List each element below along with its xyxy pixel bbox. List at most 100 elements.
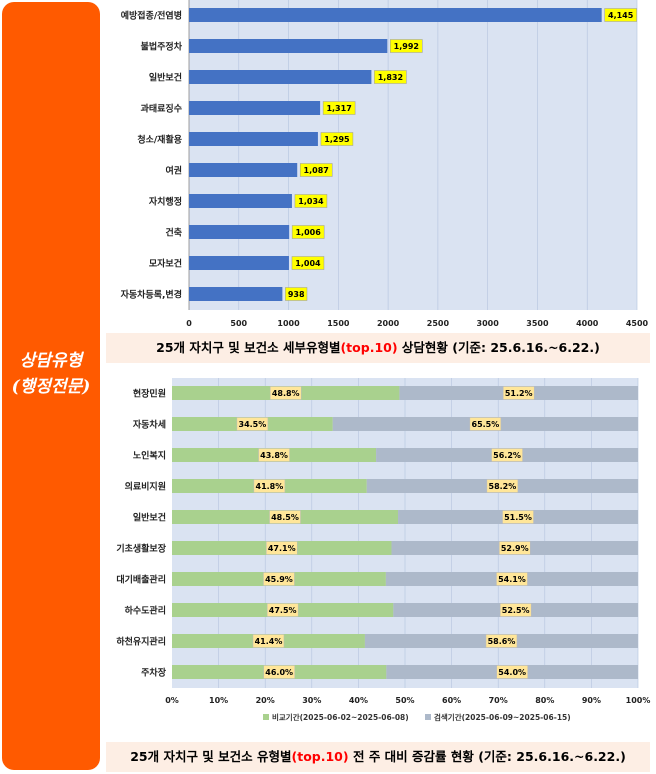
sidebar-title: 상담유형 (행정전문)	[2, 348, 100, 400]
chart2-value-label-box	[469, 417, 502, 431]
chart1-x-tick: 1500	[327, 319, 350, 328]
chart1-value-label-box	[291, 225, 325, 239]
chart1-category-label: 모자보건	[149, 258, 182, 270]
chart2-value-label-box	[496, 665, 528, 679]
chart2-value-label-box	[498, 541, 531, 555]
chart1-category-label: 여권	[165, 165, 182, 177]
chart2-x-tick: 50%	[395, 696, 414, 705]
chart2-value-label-box	[269, 510, 301, 524]
chart2-x-tick: 20%	[256, 696, 275, 705]
chart2-x-tick: 10%	[209, 696, 228, 705]
chart1-category-label: 자동차등록,변경	[121, 289, 182, 301]
chart2-x-tick: 30%	[302, 696, 321, 705]
chart1-bar	[189, 256, 289, 270]
chart2-value-label: 48.8%	[272, 389, 300, 398]
chart2-x-tick: 60%	[442, 696, 461, 705]
chart1-value-label: 1,006	[295, 228, 321, 237]
chart2-category-label: 주차장	[141, 667, 167, 679]
chart2-value-label-box	[263, 572, 295, 586]
chart1-x-tick: 4500	[626, 319, 649, 328]
chart2-category-label: 하수도관리	[125, 605, 166, 617]
chart1-x-tick: 4000	[576, 319, 599, 328]
chart1-caption-suffix: 상담현황 (기준: 25.6.16.~6.22.)	[397, 340, 600, 355]
chart2-value-label: 34.5%	[239, 420, 267, 429]
chart1-x-tick: 1000	[277, 319, 300, 328]
chart1-category-label: 과태료징수	[141, 103, 182, 115]
chart1-category-label: 일반보건	[149, 72, 182, 84]
chart1-bar	[189, 8, 602, 22]
chart2-caption: 25개 자치구 및 보건소 유형별(top.10) 전 주 대비 증감률 현황 …	[106, 742, 650, 772]
chart2-value-label-box	[491, 448, 523, 462]
sidebar-panel: 상담유형 (행정전문)	[2, 2, 100, 770]
chart1-value-label-box	[390, 39, 423, 53]
chart1-caption-highlight: (top.10)	[340, 340, 398, 355]
chart1-x-tick: 3000	[477, 319, 500, 328]
chart2-value-label-box	[252, 634, 285, 648]
chart1-value-label-box	[299, 163, 333, 177]
chart1-bar	[189, 39, 388, 53]
chart2-value-label-box	[502, 510, 534, 524]
chart2-value-label-box	[485, 634, 518, 648]
chart1-value-label-box	[294, 194, 328, 208]
chart2-value-label-box	[502, 386, 535, 400]
chart2-value-label-box	[496, 572, 528, 586]
chart1-category-label: 건축	[165, 227, 182, 239]
chart1-value-label-box	[291, 256, 325, 270]
chart1-value-label-box	[604, 8, 637, 22]
chart2-x-tick: 70%	[489, 696, 508, 705]
chart1-value-label: 1,004	[295, 259, 321, 268]
chart2-value-label-box	[258, 448, 290, 462]
chart2-caption-text: 25개 자치구 및 보건소 유형별	[130, 749, 292, 764]
chart2-value-label: 41.8%	[256, 482, 284, 491]
chart1-value-label-box	[374, 70, 407, 84]
chart2-category-label: 일반보건	[133, 512, 166, 524]
chart1-caption-text: 25개 자치구 및 보건소 세부유형별	[156, 340, 341, 355]
chart2-value-label-box	[499, 603, 532, 617]
chart1-x-tick: 500	[230, 319, 247, 328]
chart1-value-label-box	[285, 287, 308, 301]
chart2-value-label: 45.9%	[265, 575, 293, 584]
chart2-category-label: 기초생활보장	[116, 543, 166, 555]
chart1-category-label: 자치행정	[149, 196, 182, 208]
chart2-value-label-box	[486, 479, 519, 493]
chart1-value-label: 1,034	[298, 197, 324, 206]
chart2-value-label: 47.5%	[269, 606, 297, 615]
chart2-category-label: 의료비지원	[125, 481, 166, 493]
chart2-value-label: 52.5%	[502, 606, 530, 615]
chart1-category-label: 예방접종/전염병	[121, 10, 182, 22]
chart1-value-label: 1,992	[394, 42, 419, 51]
chart1-category-label: 불법주정차	[141, 41, 183, 53]
chart2-category-label: 하천유지관리	[116, 636, 166, 648]
chart1-value-label: 1,832	[378, 73, 403, 82]
chart2-category-label: 대기배출관리	[116, 574, 166, 586]
chart1-value-label: 1,087	[304, 166, 329, 175]
chart1-bar	[189, 70, 372, 84]
chart1-x-tick: 0	[186, 319, 192, 328]
chart1-x-tick: 2500	[427, 319, 450, 328]
chart1-x-tick: 3500	[526, 319, 549, 328]
chart2-value-label-box	[253, 479, 286, 493]
chart1-value-label: 1,317	[326, 104, 351, 113]
sidebar-title-line2: (행정전문)	[11, 377, 91, 397]
chart2-value-label: 51.5%	[504, 513, 532, 522]
chart1-value-label-box	[320, 132, 354, 146]
chart2-legend-swatch	[263, 714, 269, 720]
chart1-bar	[189, 194, 292, 208]
chart1-bar	[189, 101, 321, 115]
chart1-bar	[189, 225, 290, 239]
chart2-legend-label: 비교기간(2025-06-02~2025-06-08)	[272, 712, 409, 722]
chart2-category-label: 노인복지	[133, 450, 166, 462]
chart2-value-label: 52.9%	[501, 544, 529, 553]
chart1-bar	[189, 132, 318, 146]
chart2-value-label: 43.8%	[260, 451, 288, 460]
chart2-value-label: 56.2%	[493, 451, 521, 460]
chart1-value-label: 938	[288, 290, 305, 299]
chart2-caption-highlight: (top.10)	[291, 749, 349, 764]
chart1-value-label-box	[322, 101, 356, 115]
chart1-bar	[189, 163, 298, 177]
chart2-x-tick: 90%	[582, 696, 601, 705]
chart2-value-label: 51.2%	[505, 389, 533, 398]
chart2-value-label-box	[236, 417, 269, 431]
chart2-value-label: 54.1%	[498, 575, 526, 584]
